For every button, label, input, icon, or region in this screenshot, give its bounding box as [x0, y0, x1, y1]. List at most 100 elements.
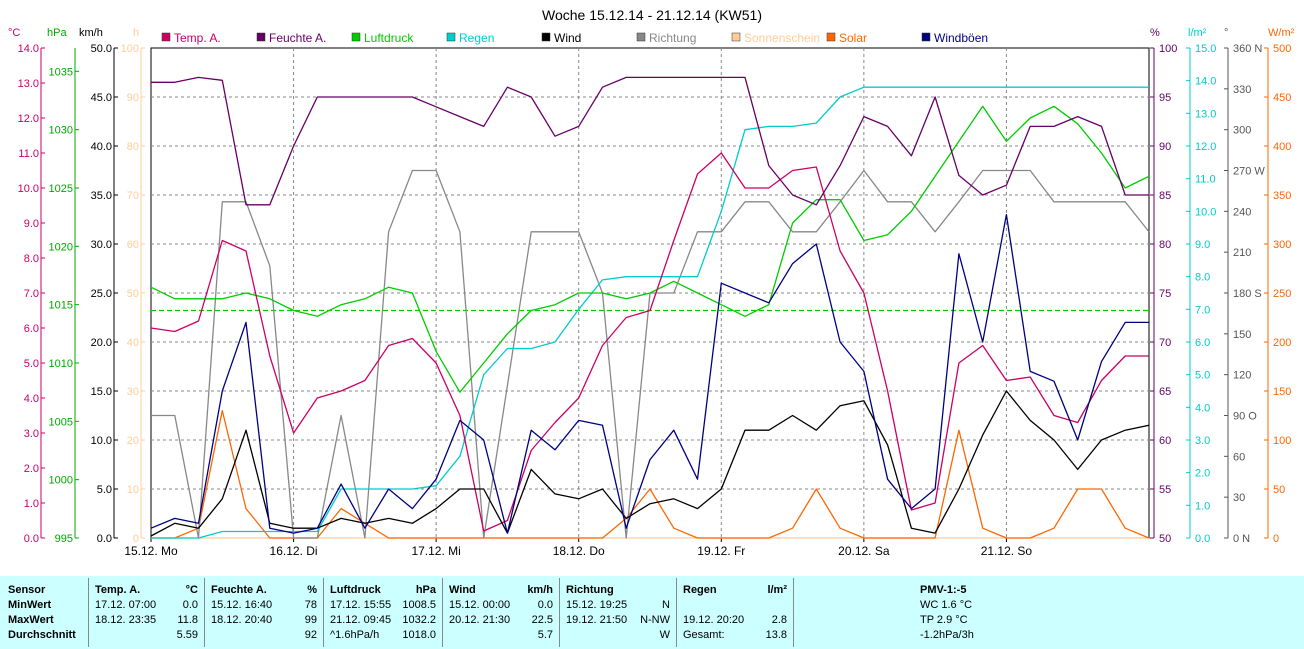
stats-separator [676, 578, 677, 647]
right-axis-tick-label: 330 [1233, 84, 1251, 96]
right-axis-tick-label: 95 [1159, 92, 1171, 104]
left-axis-tick-label: 1030 [49, 125, 73, 137]
right-axis-tick-label: 4.0 [1195, 402, 1210, 414]
right-axis-tick-label: 55 [1159, 484, 1171, 496]
right-axis-tick-label: 450 [1273, 92, 1291, 104]
right-axis-tick-label: 60 [1159, 435, 1171, 447]
left-axis-tick-label: 6.0 [24, 323, 39, 335]
right-axis-tick-label: 100 [1273, 435, 1291, 447]
series-feuchte-a [151, 76, 1149, 206]
left-axis-tick-label: 0 [133, 533, 139, 545]
legend-label: Richtung [649, 31, 696, 45]
right-axis-tick-label: 65 [1159, 386, 1171, 398]
right-axis-tick-label: 70 [1159, 337, 1171, 349]
right-axis-tick-label: 250 [1273, 288, 1291, 300]
right-axis-tick-label: 11.0 [1195, 174, 1216, 186]
left-axis-tick-label: 8.0 [24, 253, 39, 265]
x-tick-label: 20.12. Sa [838, 544, 890, 558]
legend-swatch [636, 32, 646, 42]
left-axis-tick-label: 1015 [49, 300, 73, 312]
right-axis-tick-label: 270 W [1233, 166, 1265, 178]
left-axis-tick-label: 90 [127, 92, 139, 104]
left-axis-tick-label: 1010 [49, 358, 73, 370]
right-axis-tick-label: 90 [1159, 141, 1171, 153]
left-axis-tick-label: 40 [127, 337, 139, 349]
series-temp-a [150, 152, 1149, 532]
x-tick-label: 15.12. Mo [124, 544, 178, 558]
series-luftdruck [150, 105, 1150, 393]
right-axis-tick-label: 80 [1159, 239, 1171, 251]
left-axis-tick-label: 20.0 [91, 337, 112, 349]
legend-swatch [541, 32, 551, 42]
left-axis-tick-label: 10.0 [91, 435, 112, 447]
right-axis-unit: l/m² [1188, 27, 1207, 39]
stats-luftdruck-avg: 1018.0 [402, 629, 436, 641]
left-axis-tick-label: 20 [127, 435, 139, 447]
stats-luftdruck-max-time: 21.12. 09:45 [330, 614, 392, 626]
axes: 15.12. Mo 16.12. Di 17.12. Mi 18.12. Do 19.1… [8, 27, 1295, 558]
right-axis-unit: ° [1224, 27, 1228, 39]
stats-richtung-max: N-NW [640, 614, 670, 626]
right-axis-tick-label: 10.0 [1195, 206, 1216, 218]
right-axis-tick-label: 500 [1273, 43, 1291, 55]
right-axis-tick-label: 7.0 [1195, 304, 1210, 316]
stats-temp-max: 11.8 [177, 614, 198, 626]
stats-column-luftdruck: Luftdruck hPa 17.12. 15:55 1008.5 21.12.… [324, 576, 442, 649]
right-axis-tick-label: 0 N [1233, 533, 1250, 545]
stats-header-maxwert: MaxWert [8, 614, 54, 626]
legend-swatch [161, 32, 171, 42]
stats-wind-min: 0.0 [537, 599, 553, 611]
left-axis-tick-label: 10 [127, 484, 139, 496]
stats-pmv-tp: TP 2.9 °C [920, 614, 968, 626]
right-axis-tick-label: 240 [1233, 206, 1251, 218]
right-axis-tick-label: 210 [1233, 247, 1251, 259]
right-axis-tick-label: 350 [1273, 190, 1291, 202]
left-axis-tick-label: 50 [127, 288, 139, 300]
x-tick-label: 16.12. Di [270, 544, 318, 558]
stats-separator [323, 578, 324, 647]
stats-regen-title: Regen [683, 584, 717, 596]
stats-separator [442, 578, 443, 647]
stats-wind-max: 22.5 [531, 614, 553, 626]
left-axis-tick-label: 13.0 [18, 78, 39, 90]
right-axis-tick-label: 0.0 [1195, 533, 1210, 545]
left-axis-tick-label: 15.0 [91, 386, 112, 398]
stats-luftdruck-min: 1008.5 [402, 599, 436, 611]
left-axis-tick-label: 80 [127, 141, 139, 153]
left-axis-tick-label: 11.0 [18, 148, 39, 160]
x-tick-label: 21.12. So [981, 544, 1033, 558]
left-axis-tick-label: 9.0 [24, 218, 39, 230]
right-axis-tick-label: 14.0 [1195, 76, 1216, 88]
right-axis-unit: W/m² [1268, 27, 1295, 39]
stats-regen-total-label: Gesamt: [683, 629, 725, 641]
legend-swatch [446, 32, 456, 42]
legend-swatch [826, 32, 836, 42]
stats-feuchte-avg: 92 [304, 629, 317, 641]
stats-column-temp: Temp. A. °C 17.12. 07:00 0.0 18.12. 23:3… [89, 576, 204, 649]
left-axis-tick-label: 5.0 [97, 484, 112, 496]
left-axis-tick-label: 4.0 [24, 393, 39, 405]
right-axis-unit: % [1150, 27, 1160, 39]
legend-swatch [351, 32, 361, 42]
left-axis-tick-label: 3.0 [24, 428, 39, 440]
right-axis-tick-label: 180 S [1233, 288, 1262, 300]
right-axis-tick-label: 360 N [1233, 43, 1262, 55]
legend-swatch [921, 32, 931, 42]
stats-luftdruck-min-time: 17.12. 15:55 [330, 599, 392, 611]
right-axis-tick-label: 2.0 [1195, 468, 1210, 480]
stats-regen-max-time: 19.12. 20:20 [683, 614, 745, 626]
stats-temp-min-time: 17.12. 07:00 [95, 599, 157, 611]
right-axis-tick-label: 5.0 [1195, 370, 1210, 382]
stats-feuchte-title: Feuchte A. [211, 584, 267, 596]
stats-luftdruck-unit: hPa [415, 584, 436, 596]
stats-regen-total: 13.8 [765, 629, 787, 641]
legend-label: Luftdruck [364, 31, 414, 45]
stats-regen-unit: l/m² [767, 584, 787, 596]
right-axis-tick-label: 30 [1233, 492, 1245, 504]
right-axis-tick-label: 50 [1273, 484, 1285, 496]
stats-temp-unit: °C [185, 584, 198, 596]
stats-wind-title: Wind [449, 584, 476, 596]
left-axis-tick-label: 1025 [49, 183, 73, 195]
right-axis-tick-label: 200 [1273, 337, 1291, 349]
stats-header-minwert: MinWert [8, 599, 52, 611]
